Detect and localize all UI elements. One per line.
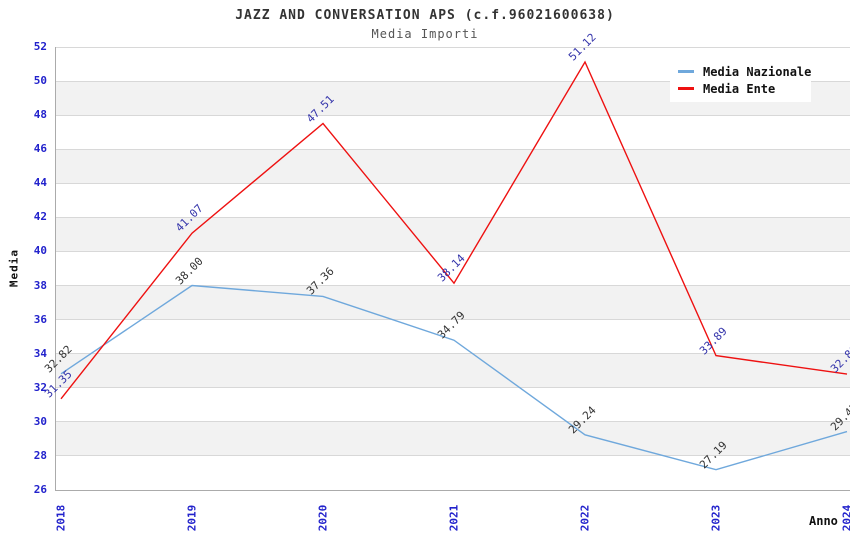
x-tick-label: 2020: [316, 504, 330, 532]
chart-subtitle: Media Importi: [371, 27, 479, 41]
y-tick-label: 40: [33, 244, 47, 258]
x-tick-label: 2023: [709, 504, 723, 532]
plot-area: 32.82 38.00 37.36 34.79 29.24 27.19 29.43 31.35…: [42, 31, 850, 491]
gridline: [55, 216, 850, 218]
series-line-media-nazionale: [60, 284, 848, 471]
y-tick-label: 50: [33, 74, 47, 88]
band: [55, 387, 850, 422]
legend-item-media-nazionale: Media Nazionale: [676, 63, 811, 80]
gridline: [55, 114, 850, 116]
x-tick-label: 2021: [447, 504, 461, 532]
band: [55, 149, 850, 184]
y-tick-label: 26: [33, 483, 47, 496]
y-tick-label: 44: [33, 176, 47, 190]
y-tick-label: 32: [33, 380, 47, 394]
band: [55, 251, 850, 286]
y-tick-label: 30: [33, 414, 47, 428]
x-axis-spine: [55, 490, 850, 491]
band: [55, 285, 850, 320]
x-tick-label: 2018: [54, 504, 68, 532]
y-axis-spine: [55, 47, 56, 490]
x-tick-label: 2024: [840, 504, 850, 532]
band: [55, 319, 850, 354]
y-tick-label: 28: [33, 448, 47, 462]
series-lines: [60, 60, 848, 471]
legend-item-media-ente: Media Ente: [676, 80, 803, 97]
y-axis-title: Media: [7, 248, 21, 288]
gridline: [55, 46, 850, 48]
x-tick-label: 2019: [185, 504, 199, 532]
y-tick-label: 46: [33, 142, 47, 156]
band: [55, 115, 850, 150]
chart-title: JAZZ AND CONVERSATION APS (c.f.960216006…: [235, 8, 615, 23]
y-tick-label: 48: [33, 108, 47, 122]
legend-label: Media Ente: [703, 81, 776, 96]
band: [55, 421, 850, 456]
band: [55, 183, 850, 218]
legend-swatch: [678, 87, 694, 90]
gridline: [55, 387, 850, 389]
gridline: [55, 250, 850, 252]
x-axis-title: Anno: [809, 514, 838, 528]
gridline: [55, 319, 850, 321]
gridline: [55, 455, 850, 457]
gridline: [55, 182, 850, 184]
x-tick-label: 2022: [578, 504, 592, 532]
band: [55, 353, 850, 388]
band: [55, 455, 850, 490]
gridline: [55, 80, 850, 82]
legend-label: Media Nazionale: [703, 64, 812, 79]
gridline: [55, 285, 850, 287]
y-tick-label: 52: [33, 40, 47, 53]
series-line-media-ente: [60, 60, 848, 400]
gridline: [55, 353, 850, 355]
band: [55, 217, 850, 252]
gridline: [55, 148, 850, 150]
y-tick-label: 42: [33, 210, 47, 224]
y-tick-label: 34: [33, 346, 47, 360]
legend-swatch: [678, 70, 694, 73]
legend: Media Nazionale Media Ente: [670, 58, 811, 102]
y-tick-label: 38: [33, 278, 47, 292]
gridline: [55, 421, 850, 423]
y-tick-label: 36: [33, 312, 47, 326]
